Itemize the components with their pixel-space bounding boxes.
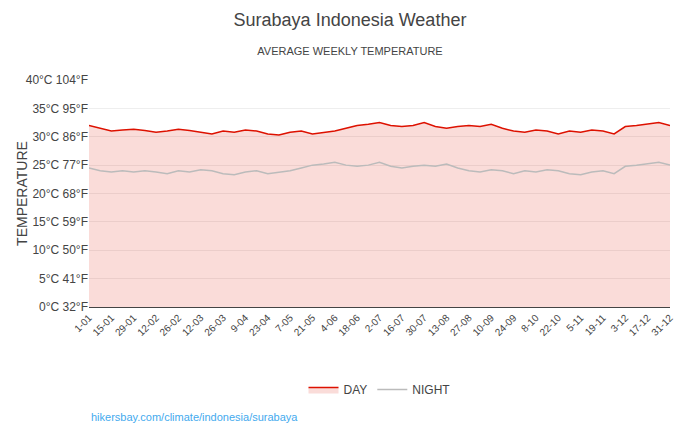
svg-text:0°C 32°F: 0°C 32°F: [39, 300, 88, 314]
svg-text:12-03: 12-03: [180, 312, 206, 338]
svg-text:5°C 41°F: 5°C 41°F: [39, 272, 88, 286]
svg-text:21-05: 21-05: [292, 312, 318, 338]
svg-text:35°C 95°F: 35°C 95°F: [32, 102, 88, 116]
svg-text:26-02: 26-02: [157, 312, 183, 338]
svg-text:9-04: 9-04: [228, 312, 250, 334]
svg-text:7-05: 7-05: [273, 312, 295, 334]
svg-text:Surabaya Indonesia Weather: Surabaya Indonesia Weather: [234, 10, 467, 30]
svg-text:15-01: 15-01: [90, 312, 116, 338]
svg-text:NIGHT: NIGHT: [412, 383, 450, 397]
svg-text:4-06: 4-06: [318, 312, 340, 334]
svg-text:5-11: 5-11: [564, 312, 586, 334]
svg-text:13-08: 13-08: [426, 312, 452, 338]
svg-text:15°C 59°F: 15°C 59°F: [32, 215, 88, 229]
svg-text:12-02: 12-02: [135, 312, 161, 338]
svg-text:26-03: 26-03: [202, 312, 228, 338]
svg-text:19-11: 19-11: [583, 312, 609, 338]
svg-text:3-12: 3-12: [608, 312, 630, 334]
svg-text:23-04: 23-04: [247, 312, 273, 338]
svg-text:2-07: 2-07: [363, 312, 385, 334]
svg-text:hikersbay.com/climate/indonesi: hikersbay.com/climate/indonesia/surabaya: [91, 411, 298, 423]
svg-text:AVERAGE WEEKLY TEMPERATURE: AVERAGE WEEKLY TEMPERATURE: [257, 45, 442, 57]
svg-text:27-08: 27-08: [448, 312, 474, 338]
svg-text:16-07: 16-07: [381, 312, 407, 338]
svg-text:30-07: 30-07: [403, 312, 429, 338]
svg-text:17-12: 17-12: [627, 312, 653, 338]
svg-text:40°C 104°F: 40°C 104°F: [26, 73, 88, 87]
svg-text:22-10: 22-10: [537, 312, 563, 338]
svg-text:TEMPERATURE: TEMPERATURE: [14, 141, 30, 246]
svg-text:10°C 50°F: 10°C 50°F: [32, 243, 88, 257]
svg-text:29-01: 29-01: [113, 312, 139, 338]
svg-text:30°C 86°F: 30°C 86°F: [32, 130, 88, 144]
svg-text:25°C 77°F: 25°C 77°F: [32, 158, 88, 172]
svg-text:1-01: 1-01: [72, 312, 94, 334]
svg-text:20°C 68°F: 20°C 68°F: [32, 187, 88, 201]
svg-text:10-09: 10-09: [470, 312, 496, 338]
svg-text:31-12: 31-12: [649, 312, 675, 338]
svg-text:DAY: DAY: [344, 383, 368, 397]
svg-text:8-10: 8-10: [519, 312, 541, 334]
svg-text:18-06: 18-06: [336, 312, 362, 338]
svg-text:24-09: 24-09: [493, 312, 519, 338]
